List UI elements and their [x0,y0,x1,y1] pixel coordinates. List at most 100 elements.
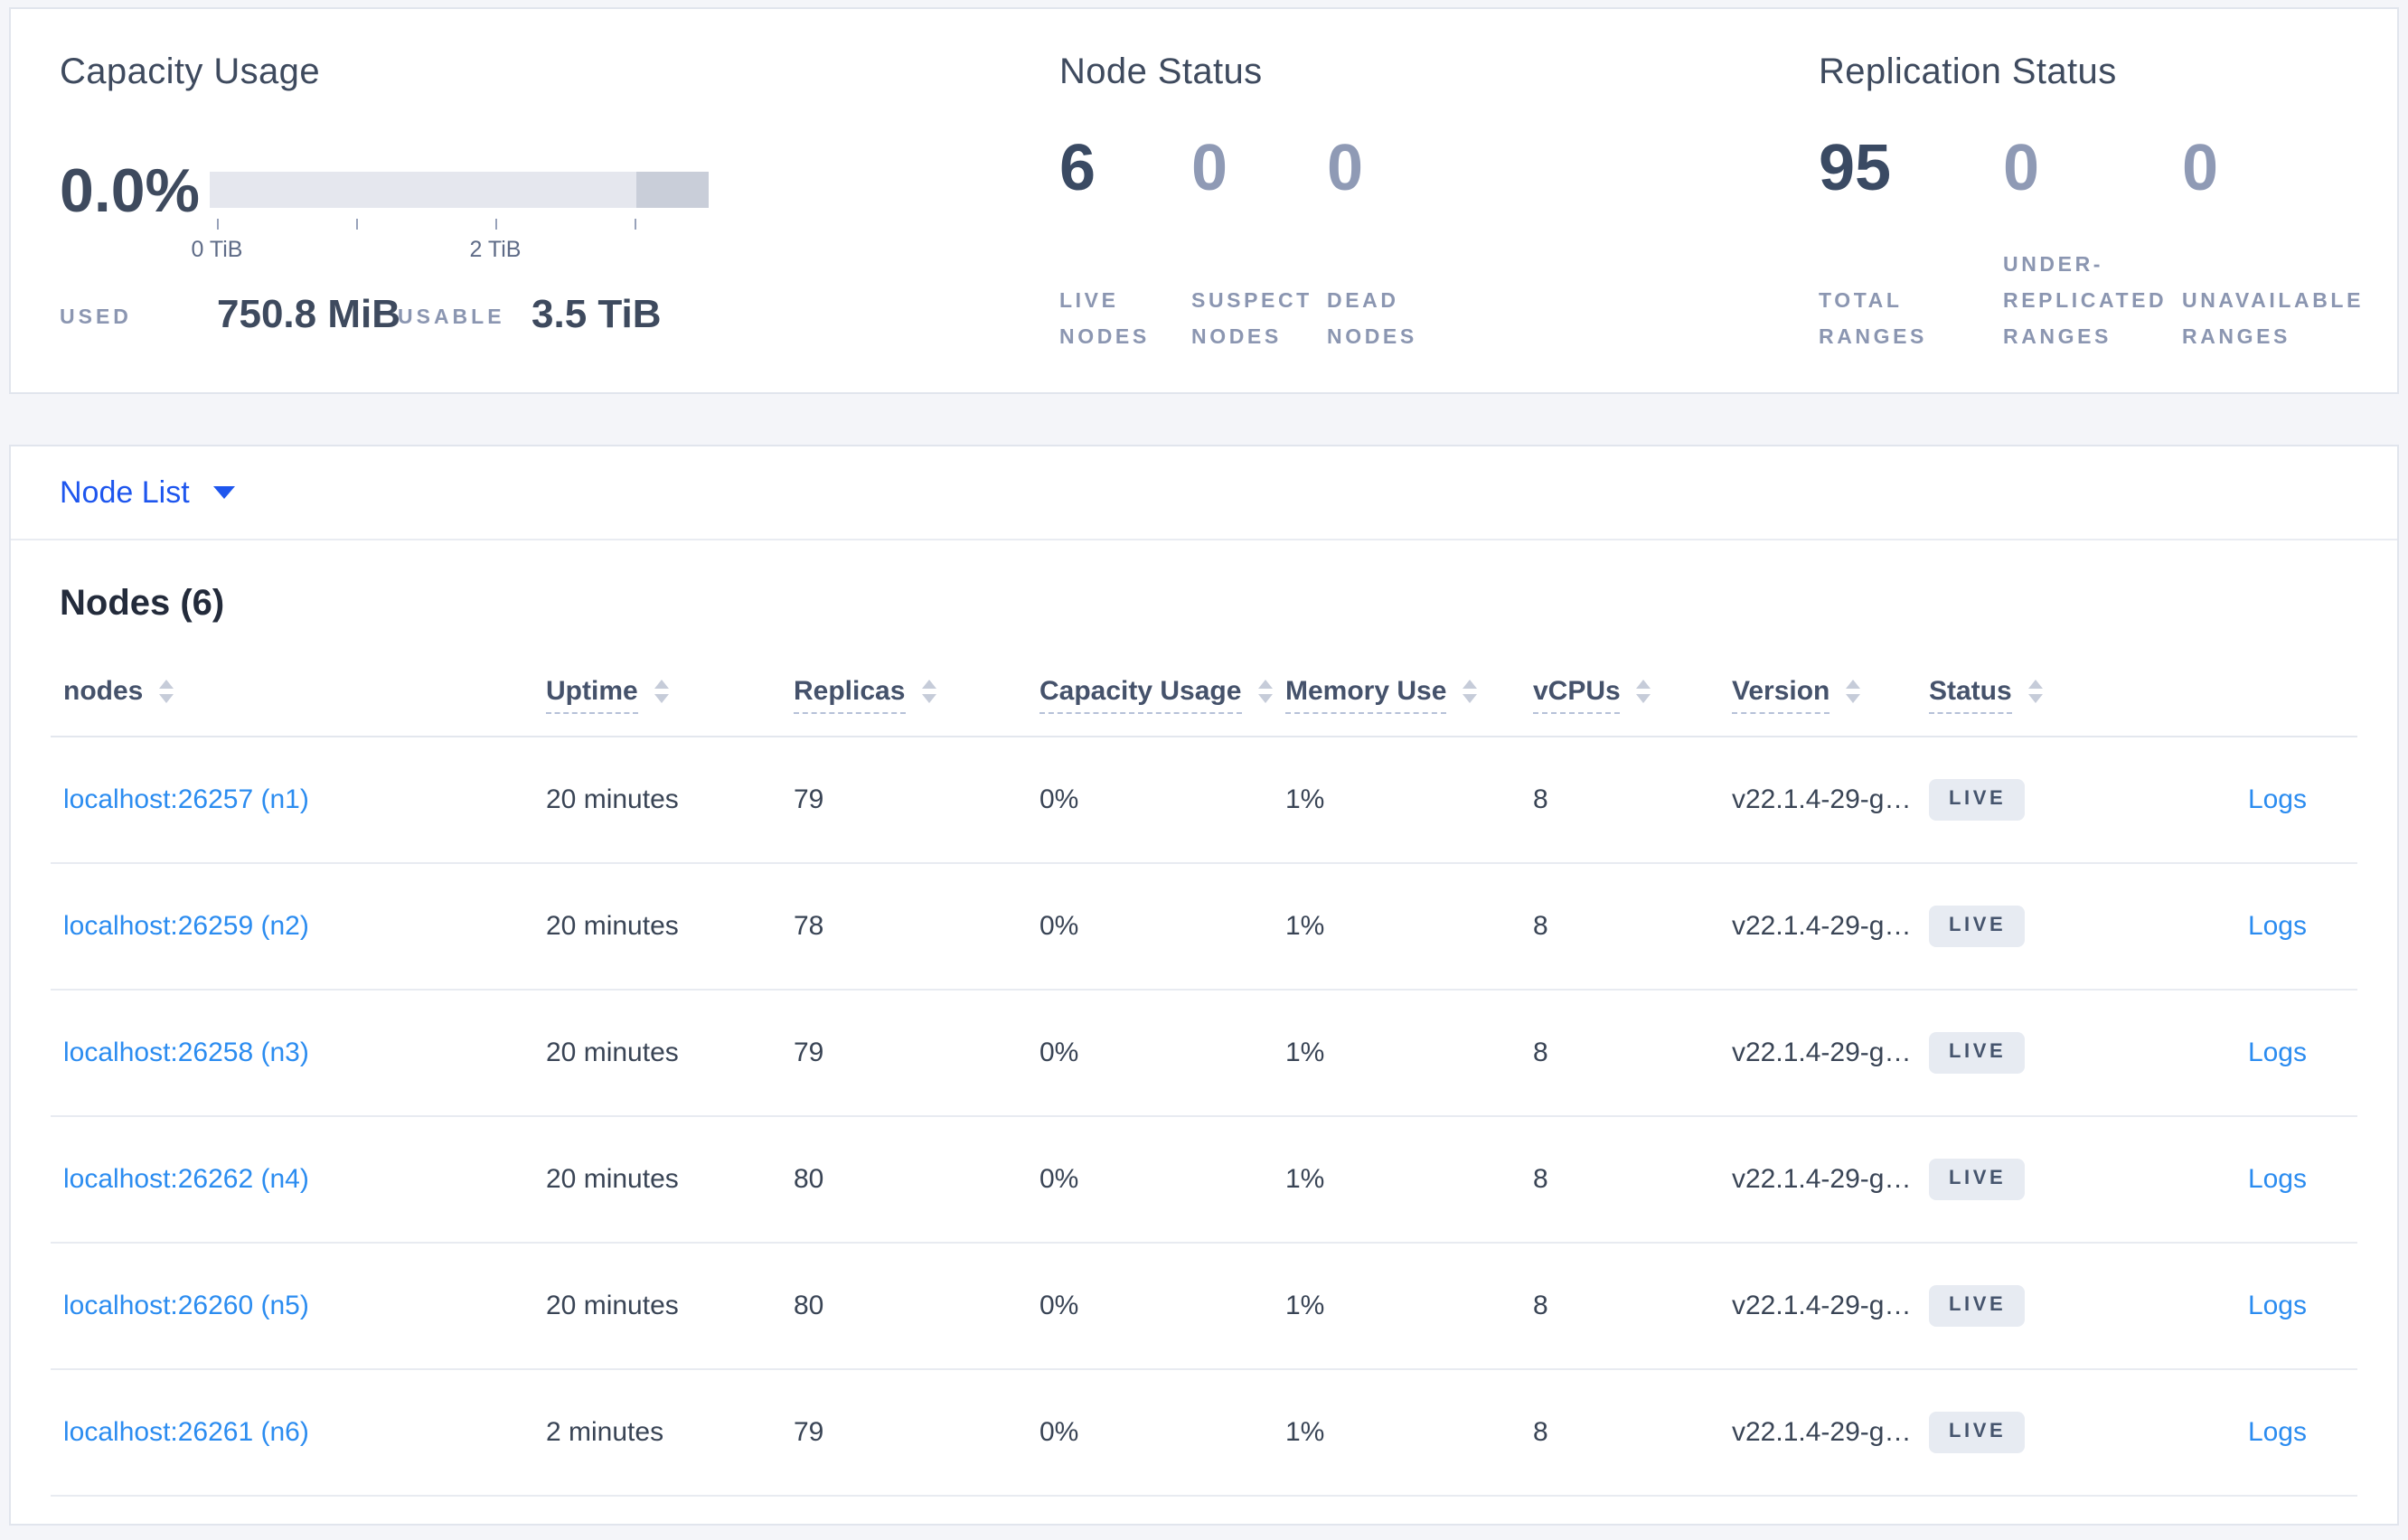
memory-use-cell: 1% [1285,737,1533,864]
under-replicated-ranges-value: 0 [2003,130,2040,204]
replicas-cell: 79 [794,1369,1039,1497]
axis-tick [635,219,636,230]
vcpus-cell: 8 [1533,1369,1732,1497]
capacity-bar-end-segment [636,172,709,208]
axis-tick-label: 0 TiB [191,237,243,262]
dead-nodes-value: 0 [1327,130,1364,204]
axis-tick [217,219,219,230]
sort-arrows-icon [1463,680,1478,703]
total-ranges-value: 95 [1819,130,1892,204]
unavailable-ranges-value: 0 [2182,130,2219,204]
logs-link[interactable]: Logs [2247,1164,2307,1195]
column-header-uptime[interactable]: Uptime [546,651,794,737]
node-link[interactable]: localhost:26258 (n3) [63,1038,309,1068]
vcpus-cell: 8 [1533,990,1732,1117]
nodes-heading: Nodes (6) [60,584,225,624]
usable-label: USABLE [398,307,505,329]
capacity-usage-title: Capacity Usage [60,52,320,92]
node-row: localhost:26259 (n2) 20 minutes 78 0% 1% 8 v22… [51,863,2357,991]
column-header-logs [2110,651,2357,737]
node-row: localhost:26262 (n4) 20 minutes 80 0% 1% 8 v22… [51,1116,2357,1244]
logs-link[interactable]: Logs [2247,784,2307,815]
uptime-cell: 2 minutes [546,1369,794,1497]
status-badge: LIVE [1929,1159,2025,1200]
replication-status-title: Replication Status [1819,52,2117,92]
node-link[interactable]: localhost:26260 (n5) [63,1291,309,1321]
column-header-status[interactable]: Status [1929,651,2110,737]
memory-use-cell: 1% [1285,1369,1533,1497]
chevron-down-icon [212,486,235,499]
logs-link[interactable]: Logs [2247,1291,2307,1321]
replicas-cell: 78 [794,863,1039,991]
column-header-nodes[interactable]: nodes [51,651,546,737]
vcpus-cell: 8 [1533,1116,1732,1244]
memory-use-cell: 1% [1285,863,1533,991]
column-label: Capacity Usage [1039,676,1242,714]
node-link[interactable]: localhost:26262 (n4) [63,1164,309,1195]
status-badge: LIVE [1929,906,2025,947]
nodes-table: nodes Uptime Replicas Capacity Usage Memory … [51,651,2357,1497]
column-header-capacity-usage[interactable]: Capacity Usage [1039,651,1285,737]
column-header-memory-use[interactable]: Memory Use [1285,651,1533,737]
sort-arrows-icon [921,680,936,703]
capacity-usage-cell: 0% [1039,1116,1285,1244]
version-cell: v22.1.4-29-g… [1732,737,1929,864]
used-value: 750.8 MiB [217,291,400,336]
uptime-cell: 20 minutes [546,990,794,1117]
unavailable-ranges-stat: 0 UNAVAILABLE RANGES [2182,130,2408,356]
view-selector-bar: Node List [11,446,2397,540]
under-replicated-ranges-stat: 0 UNDER-REPLICATED RANGES [2003,130,2182,356]
logs-link[interactable]: Logs [2247,1038,2307,1068]
cluster-summary-card: Capacity Usage 0.0% 0 TiB 2 TiB USED 750… [9,7,2399,394]
node-link[interactable]: localhost:26257 (n1) [63,784,309,815]
version-cell: v22.1.4-29-g… [1732,1116,1929,1244]
sort-arrows-icon [1257,680,1273,703]
live-nodes-value: 6 [1059,130,1096,204]
status-badge: LIVE [1929,1032,2025,1074]
status-badge: LIVE [1929,1412,2025,1453]
under-replicated-ranges-label: UNDER-REPLICATED RANGES [2003,254,2168,349]
column-header-replicas[interactable]: Replicas [794,651,1039,737]
capacity-percent: 0.0% [60,157,200,226]
memory-use-cell: 1% [1285,990,1533,1117]
suspect-nodes-label: SUSPECT NODES [1191,290,1312,349]
replication-status-section: Replication Status 95 TOTAL RANGES 0 UND… [1819,52,2408,356]
live-nodes-stat: 6 LIVE NODES [1059,130,1191,356]
node-list-dropdown[interactable]: Node List [60,474,235,511]
column-label: Memory Use [1285,676,1447,714]
version-cell: v22.1.4-29-g… [1732,990,1929,1117]
vcpus-cell: 8 [1533,737,1732,864]
logs-link[interactable]: Logs [2247,1417,2307,1448]
logs-link[interactable]: Logs [2247,911,2307,942]
axis-tick [356,219,358,230]
unavailable-ranges-label: UNAVAILABLE RANGES [2182,290,2365,349]
column-label: Uptime [546,676,638,714]
column-label: Status [1929,676,2012,714]
status-badge: LIVE [1929,1285,2025,1327]
used-label: USED [60,307,132,329]
uptime-cell: 20 minutes [546,737,794,864]
node-row: localhost:26257 (n1) 20 minutes 79 0% 1% 8 v22… [51,737,2357,864]
capacity-usage-values: USED 750.8 MiB USABLE 3.5 TiB [60,291,1000,345]
node-link[interactable]: localhost:26261 (n6) [63,1417,309,1448]
node-link[interactable]: localhost:26259 (n2) [63,911,309,942]
total-ranges-stat: 95 TOTAL RANGES [1819,130,2003,356]
version-cell: v22.1.4-29-g… [1732,1369,1929,1497]
uptime-cell: 20 minutes [546,1243,794,1370]
version-cell: v22.1.4-29-g… [1732,863,1929,991]
column-label: Version [1732,676,1830,714]
uptime-cell: 20 minutes [546,1116,794,1244]
capacity-usage-cell: 0% [1039,863,1285,991]
column-header-version[interactable]: Version [1732,651,1929,737]
axis-tick-label: 2 TiB [469,237,522,262]
column-header-vcpus[interactable]: vCPUs [1533,651,1732,737]
sort-arrows-icon [654,680,669,703]
status-badge: LIVE [1929,779,2025,821]
capacity-usage-cell: 0% [1039,1369,1285,1497]
dead-nodes-stat: 0 DEAD NODES [1327,130,1481,356]
column-label: Replicas [794,676,906,714]
sort-arrows-icon [1846,680,1861,703]
node-row: localhost:26261 (n6) 2 minutes 79 0% 1% 8 v22.… [51,1369,2357,1497]
